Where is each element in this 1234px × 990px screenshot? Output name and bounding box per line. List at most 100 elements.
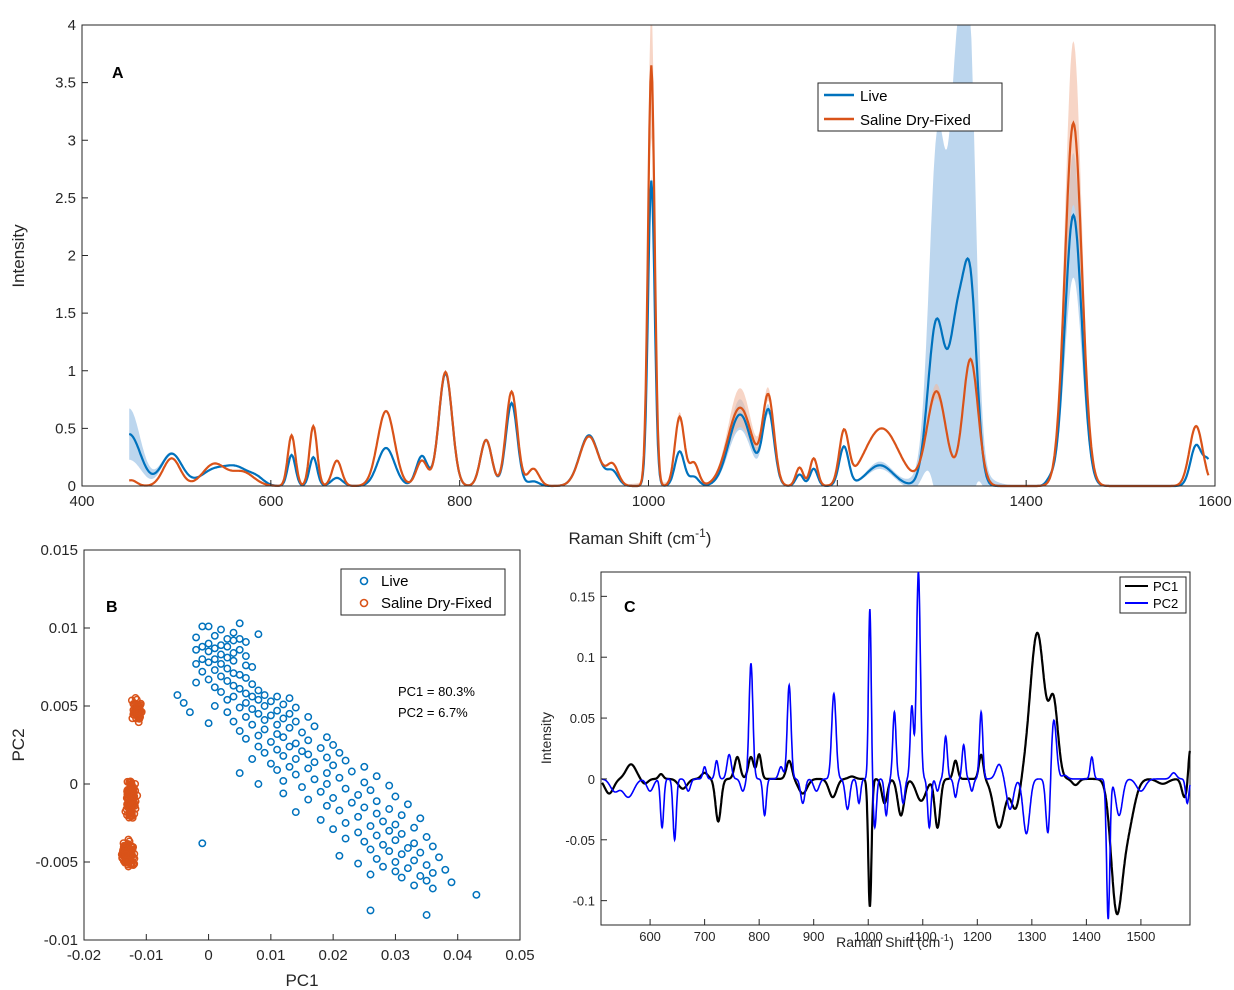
fixed-point [133, 701, 142, 710]
panel-c-xtick-label: 1500 [1126, 929, 1155, 944]
panel-b-xtick-label: 0.05 [505, 947, 534, 964]
live-point [279, 700, 288, 709]
panel-a-ylabel: Intensity [9, 224, 28, 288]
live-point [304, 795, 313, 804]
live-point [260, 725, 269, 734]
live-point [273, 706, 282, 715]
live-point [223, 708, 232, 717]
live-point [310, 775, 319, 784]
live-point [354, 859, 363, 868]
live-point [179, 698, 188, 707]
live-point [217, 672, 225, 681]
live-point [229, 636, 238, 645]
panel-c-xtick-label: 1100 [909, 929, 937, 944]
live-point [248, 755, 257, 763]
live-point [235, 684, 244, 693]
live-point [204, 675, 213, 684]
live-mean-line [128, 180, 1210, 488]
live-point [379, 840, 387, 849]
panel-b-ytick-label: 0.015 [40, 542, 78, 559]
live-point [279, 714, 288, 723]
live-point [428, 868, 437, 877]
live-point [335, 748, 344, 757]
panel-b-ytick-label: -0.01 [44, 932, 78, 949]
live-point [310, 758, 319, 767]
live-point [372, 797, 381, 806]
live-point [235, 727, 244, 735]
live-point [410, 881, 419, 890]
live-point [241, 734, 250, 743]
live-point [354, 828, 363, 837]
live-point [229, 656, 238, 665]
live-point [335, 773, 344, 782]
live-point [235, 703, 244, 712]
live-point [341, 834, 350, 843]
live-point [298, 728, 306, 737]
panel-b-xtick-label: 0.04 [443, 947, 472, 964]
panel-a-xtick-label: 1000 [632, 493, 665, 510]
pc2-loading-line [601, 571, 1191, 920]
live-point [372, 772, 381, 781]
live-point [229, 681, 238, 690]
live-point [347, 798, 356, 807]
live-point [397, 811, 406, 820]
panel-c-ytick-label: -0.05 [565, 833, 595, 848]
live-point [416, 848, 425, 857]
legend-live-label: Live [381, 573, 409, 590]
live-point [391, 836, 400, 845]
live-point [217, 688, 225, 696]
legend-fixed-marker [359, 598, 369, 608]
live-point [379, 862, 387, 871]
live-point [254, 686, 263, 695]
live-point [273, 692, 282, 701]
panel-a-ytick-label: 4 [68, 17, 76, 34]
live-point [210, 702, 219, 710]
live-point [241, 661, 250, 670]
live-point [260, 691, 269, 700]
live-point [235, 634, 244, 643]
variance-annotation-pc2: PC2 = 6.7% [398, 705, 468, 720]
live-point [403, 864, 412, 873]
live-point [322, 801, 331, 810]
live-point [204, 719, 213, 728]
live-point [291, 703, 300, 712]
live-point [204, 622, 213, 631]
live-point [185, 708, 194, 717]
panel-b-plot-area [117, 619, 481, 919]
live-point [298, 747, 306, 756]
panel-a-ytick-label: 1 [68, 363, 76, 380]
live-point [335, 806, 344, 815]
live-point [291, 808, 300, 817]
panel-c-xtick-label: 900 [803, 929, 825, 944]
live-point [391, 792, 400, 801]
panel-a-xtick-label: 800 [447, 493, 472, 510]
panel-a-xtick-label: 400 [69, 493, 94, 510]
live-point [266, 759, 275, 768]
live-point [260, 716, 269, 724]
live-point [273, 745, 282, 754]
live-point [273, 720, 282, 729]
panel-a-letter: A [112, 65, 124, 82]
live-point [217, 659, 225, 668]
legend-live-label: Live [860, 88, 888, 105]
live-std-band [129, 25, 1209, 486]
live-point [198, 642, 207, 651]
live-point [223, 642, 232, 651]
fixed-point [122, 794, 131, 802]
panel-a-ytick-label: 3.5 [55, 75, 76, 92]
live-point [322, 780, 331, 788]
panel-c-xtick-label: 700 [694, 929, 716, 944]
panel-c-ytick-label: 0.15 [570, 589, 595, 604]
live-point [428, 884, 437, 893]
panel-c-ytick-label: 0.1 [577, 650, 595, 665]
fixed-point [131, 779, 140, 788]
panel-c-letter: C [624, 599, 636, 616]
panel-c-ticks: 600 700 800 900 1000 1100 1200 1300 1400 1500 -0.1… [565, 589, 1155, 944]
live-point [210, 631, 219, 640]
panel-b-ytick-label: 0.01 [49, 620, 78, 637]
live-point [210, 683, 219, 692]
live-point [223, 664, 232, 673]
panel-c-ytick-label: 0.05 [570, 711, 595, 726]
live-point [360, 778, 369, 787]
